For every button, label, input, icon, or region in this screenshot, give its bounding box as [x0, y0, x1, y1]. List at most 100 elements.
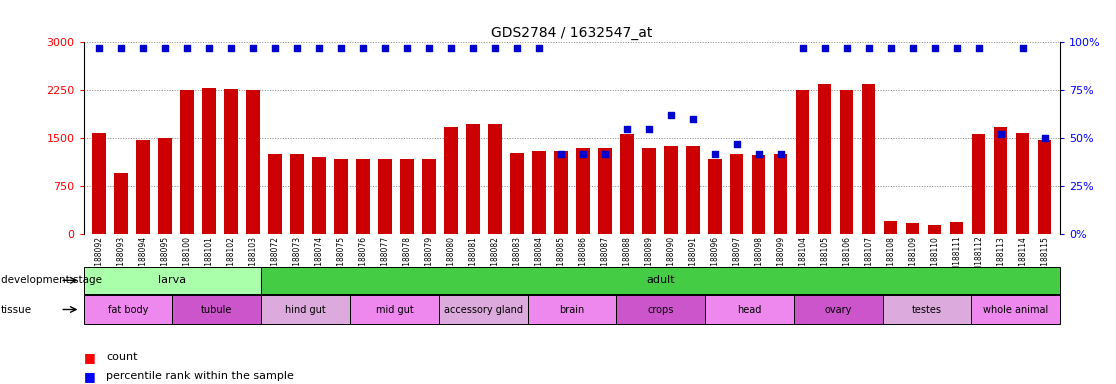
Bar: [202, 88, 215, 234]
Point: [662, 112, 680, 118]
Bar: [730, 154, 743, 234]
Text: adult: adult: [646, 275, 675, 285]
Text: ovary: ovary: [825, 305, 852, 314]
Text: hind gut: hind gut: [286, 305, 326, 314]
Text: ■: ■: [84, 370, 96, 383]
Bar: [664, 146, 677, 234]
Text: testes: testes: [912, 305, 942, 314]
Bar: [752, 155, 766, 234]
Text: tissue: tissue: [1, 305, 32, 314]
Bar: [115, 174, 127, 234]
Point: [156, 45, 174, 51]
Bar: [489, 124, 501, 234]
Point: [1036, 135, 1054, 141]
Point: [530, 45, 548, 51]
Text: head: head: [738, 305, 762, 314]
Bar: [994, 127, 1008, 234]
Point: [1013, 45, 1031, 51]
Point: [179, 45, 196, 51]
Bar: [181, 90, 194, 234]
Text: ■: ■: [84, 351, 96, 364]
Bar: [510, 153, 523, 234]
Bar: [378, 159, 392, 234]
Point: [882, 45, 899, 51]
Bar: [532, 151, 546, 234]
Point: [376, 45, 394, 51]
Bar: [247, 90, 260, 234]
Point: [750, 151, 768, 157]
Point: [838, 45, 856, 51]
Bar: [818, 84, 831, 234]
Point: [947, 45, 965, 51]
Title: GDS2784 / 1632547_at: GDS2784 / 1632547_at: [491, 26, 653, 40]
Bar: [775, 154, 788, 234]
Text: development stage: development stage: [1, 275, 103, 285]
Bar: [269, 154, 281, 234]
Bar: [598, 148, 612, 234]
Bar: [335, 159, 347, 234]
Point: [596, 151, 614, 157]
Point: [793, 45, 811, 51]
Point: [288, 45, 306, 51]
Point: [992, 131, 1010, 137]
Bar: [950, 222, 963, 234]
Text: whole animal: whole animal: [983, 305, 1048, 314]
Bar: [906, 223, 920, 234]
Point: [333, 45, 350, 51]
Text: accessory gland: accessory gland: [444, 305, 522, 314]
Text: count: count: [106, 352, 137, 362]
Bar: [620, 134, 634, 234]
Point: [684, 116, 702, 122]
Point: [904, 45, 922, 51]
Bar: [224, 89, 238, 234]
Point: [464, 45, 482, 51]
Point: [816, 45, 834, 51]
Point: [487, 45, 504, 51]
Bar: [290, 154, 304, 234]
Bar: [686, 146, 700, 234]
Point: [970, 45, 988, 51]
Text: brain: brain: [559, 305, 585, 314]
Text: larva: larva: [158, 275, 186, 285]
Text: crops: crops: [647, 305, 674, 314]
Bar: [972, 134, 985, 234]
Bar: [576, 148, 589, 234]
Point: [398, 45, 416, 51]
Text: percentile rank within the sample: percentile rank within the sample: [106, 371, 294, 381]
Bar: [555, 151, 568, 234]
Text: mid gut: mid gut: [375, 305, 413, 314]
Point: [244, 45, 262, 51]
Bar: [422, 159, 435, 234]
Point: [552, 151, 570, 157]
Bar: [356, 159, 369, 234]
Bar: [466, 124, 480, 234]
Point: [113, 45, 131, 51]
Point: [442, 45, 460, 51]
Point: [618, 126, 636, 132]
Bar: [136, 139, 150, 234]
Bar: [797, 90, 809, 234]
Point: [574, 151, 591, 157]
Point: [266, 45, 283, 51]
Bar: [929, 225, 942, 234]
Text: tubule: tubule: [201, 305, 232, 314]
Bar: [709, 159, 722, 234]
Point: [222, 45, 240, 51]
Point: [200, 45, 218, 51]
Bar: [158, 137, 172, 234]
Point: [860, 45, 878, 51]
Point: [90, 45, 108, 51]
Point: [354, 45, 372, 51]
Bar: [401, 159, 414, 234]
Point: [926, 45, 944, 51]
Point: [728, 141, 745, 147]
Point: [420, 45, 437, 51]
Point: [310, 45, 328, 51]
Bar: [884, 222, 897, 234]
Bar: [643, 148, 655, 234]
Point: [772, 151, 790, 157]
Bar: [863, 84, 875, 234]
Bar: [312, 157, 326, 234]
Point: [639, 126, 657, 132]
Bar: [840, 90, 854, 234]
